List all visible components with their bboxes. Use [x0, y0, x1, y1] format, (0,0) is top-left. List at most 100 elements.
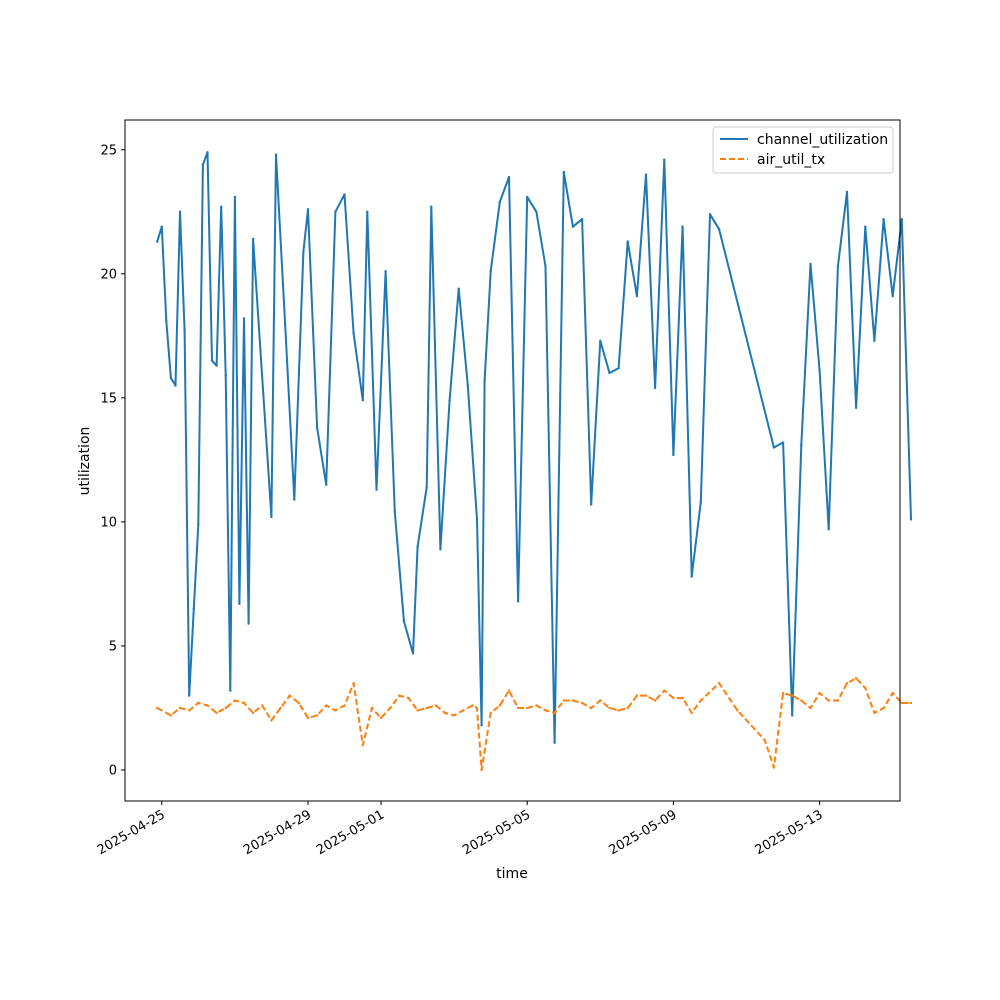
data-point-air-util-tx-8	[233, 699, 237, 702]
data-point-channel-utilization-72	[690, 575, 693, 578]
data-point-air-util-tx-39	[507, 689, 511, 692]
data-point-channel-utilization-76	[772, 446, 776, 449]
data-point-channel-utilization-23	[274, 153, 278, 156]
data-point-channel-utilization-58	[562, 170, 565, 174]
data-point-channel-utilization-75	[717, 228, 721, 231]
data-point-channel-utilization-69	[663, 158, 666, 161]
data-point-channel-utilization-46	[466, 384, 469, 387]
data-point-air-util-tx-29	[425, 706, 428, 710]
data-point-channel-utilization-89	[891, 294, 894, 298]
data-point-air-util-tx-58	[681, 696, 684, 700]
data-point-air-util-tx-64	[772, 766, 776, 769]
data-point-air-util-tx-40	[516, 706, 520, 710]
data-point-channel-utilization-34	[366, 210, 369, 213]
data-point-channel-utilization-77	[781, 441, 785, 444]
data-point-air-util-tx-3	[188, 709, 191, 712]
data-point-air-util-tx-10	[251, 711, 255, 715]
data-point-channel-utilization-90	[900, 218, 903, 221]
data-point-air-util-tx-47	[580, 701, 584, 705]
legend: channel_utilization air_util_tx	[712, 126, 894, 174]
series-line-channel-utilization	[156, 151, 912, 744]
data-point-channel-utilization-50	[489, 270, 492, 273]
y-tick-label: 10	[100, 515, 117, 530]
y-axis-label: utilization	[77, 427, 93, 496]
data-point-air-util-tx-37	[489, 711, 492, 715]
data-point-channel-utilization-87	[873, 339, 876, 342]
data-point-channel-utilization-35	[375, 488, 378, 491]
data-point-air-util-tx-54	[644, 694, 648, 697]
data-point-air-util-tx-78	[900, 701, 903, 705]
data-point-channel-utilization-10	[201, 163, 205, 166]
data-point-air-util-tx-14	[288, 694, 291, 697]
data-point-channel-utilization-0	[156, 240, 159, 243]
data-point-channel-utilization-37	[393, 510, 396, 514]
data-point-air-util-tx-51	[617, 709, 620, 712]
data-point-channel-utilization-60	[580, 218, 584, 221]
data-point-air-util-tx-57	[672, 696, 675, 700]
data-point-air-util-tx-38	[498, 704, 501, 707]
data-point-channel-utilization-83	[836, 265, 840, 268]
data-point-channel-utilization-13	[215, 364, 218, 367]
data-point-air-util-tx-7	[224, 706, 227, 710]
data-point-channel-utilization-22	[270, 515, 273, 519]
data-point-channel-utilization-84	[845, 190, 849, 194]
y-tick-label: 5	[109, 639, 117, 654]
data-point-channel-utilization-5	[178, 210, 182, 213]
data-point-air-util-tx-31	[443, 711, 447, 715]
data-point-channel-utilization-41	[425, 486, 428, 489]
legend-box	[712, 126, 894, 174]
data-point-air-util-tx-12	[270, 719, 273, 722]
data-point-air-util-tx-15	[297, 701, 300, 705]
data-point-channel-utilization-19	[242, 317, 246, 320]
data-point-channel-utilization-74	[708, 213, 712, 216]
data-point-air-util-tx-30	[434, 704, 438, 707]
data-point-channel-utilization-65	[626, 240, 629, 243]
data-point-air-util-tx-17	[315, 714, 319, 717]
data-point-air-util-tx-52	[626, 706, 629, 710]
data-point-air-util-tx-34	[471, 704, 474, 707]
data-point-channel-utilization-85	[854, 406, 858, 409]
data-point-channel-utilization-71	[681, 225, 684, 228]
data-point-air-util-tx-1	[169, 714, 173, 717]
data-point-air-util-tx-62	[736, 709, 739, 712]
data-point-channel-utilization-38	[402, 619, 406, 623]
data-point-air-util-tx-69	[818, 691, 821, 695]
data-point-air-util-tx-79	[909, 701, 913, 705]
data-point-air-util-tx-24	[379, 716, 383, 720]
data-point-channel-utilization-20	[247, 622, 250, 625]
data-point-channel-utilization-14	[220, 205, 223, 208]
data-point-air-util-tx-2	[178, 706, 182, 710]
data-point-air-util-tx-67	[800, 699, 803, 702]
data-point-air-util-tx-26	[398, 694, 401, 697]
data-point-channel-utilization-68	[653, 386, 657, 390]
data-point-air-util-tx-21	[352, 682, 355, 685]
data-point-air-util-tx-18	[325, 704, 328, 707]
data-point-air-util-tx-43	[544, 709, 547, 712]
data-point-channel-utilization-51	[498, 200, 501, 204]
series-line-air-util-tx	[156, 677, 911, 771]
data-point-channel-utilization-49	[483, 379, 486, 382]
data-point-channel-utilization-64	[617, 366, 620, 370]
data-point-air-util-tx-41	[526, 706, 529, 710]
data-point-air-util-tx-32	[452, 714, 456, 717]
data-point-air-util-tx-36	[480, 768, 483, 772]
data-point-channel-utilization-66	[635, 294, 639, 298]
data-point-air-util-tx-53	[635, 694, 639, 697]
data-point-channel-utilization-30	[334, 210, 337, 213]
data-point-channel-utilization-29	[325, 483, 328, 486]
data-point-channel-utilization-47	[475, 518, 479, 521]
data-point-channel-utilization-52	[507, 175, 511, 179]
data-point-channel-utilization-3	[169, 376, 173, 380]
data-point-air-util-tx-49	[599, 699, 602, 702]
data-point-channel-utilization-18	[238, 602, 241, 605]
data-point-channel-utilization-17	[233, 195, 237, 199]
data-point-channel-utilization-91	[909, 518, 913, 521]
data-point-channel-utilization-55	[535, 210, 538, 213]
data-point-air-util-tx-77	[891, 691, 894, 695]
data-point-air-util-tx-66	[791, 694, 794, 697]
data-point-channel-utilization-59	[571, 225, 575, 228]
data-point-air-util-tx-59	[690, 711, 693, 715]
plot-frame	[124, 119, 901, 802]
data-point-air-util-tx-63	[763, 739, 766, 742]
